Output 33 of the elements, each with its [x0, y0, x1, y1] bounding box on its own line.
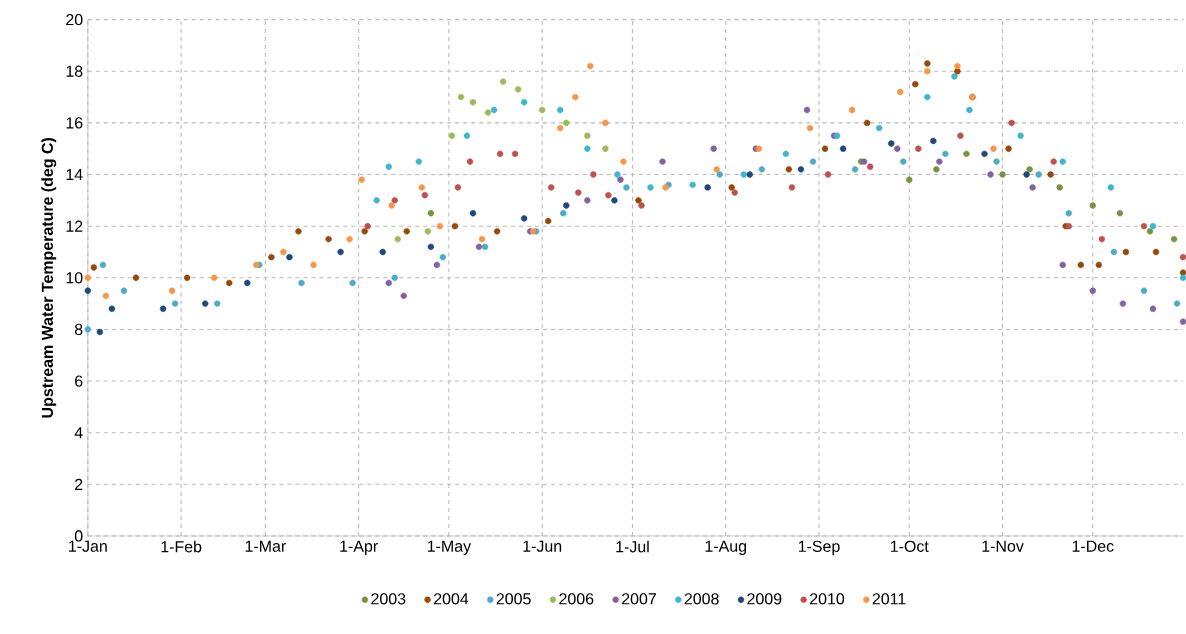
legend-label: 2004: [433, 593, 469, 605]
x-tick-label: 1-Aug: [705, 540, 746, 556]
y-tick-label: 2: [75, 478, 83, 491]
y-tick-label: 10: [66, 272, 83, 284]
legend-label: 2009: [747, 593, 782, 605]
y-tick-label: 20: [66, 14, 83, 26]
y-tick-label: 8: [74, 323, 83, 336]
legend-label: 2008: [684, 593, 719, 605]
x-tick-label: 1-Jul: [616, 540, 649, 553]
y-tick-label: 4: [74, 427, 83, 439]
y-tick-label: 0: [74, 530, 83, 542]
y-tick-label: 6: [75, 375, 83, 387]
x-tick-label: 1-Sep: [798, 540, 840, 556]
legend-label: 2011: [872, 593, 906, 605]
legend-label: 2005: [496, 593, 531, 605]
y-tick-label: 12: [66, 220, 83, 232]
legend-label: 2003: [371, 593, 406, 605]
y-axis-title: Upstream Water Temperature (deg C): [41, 138, 57, 418]
x-tick-label: 1-Apr: [340, 540, 378, 556]
y-tick-label: 18: [66, 65, 83, 78]
x-tick-label: 1-May: [427, 540, 472, 556]
legend-label: 2010: [810, 593, 845, 605]
x-tick-label: 1-Mar: [245, 540, 286, 552]
legend-label: 2006: [559, 593, 594, 605]
x-tick-label: 1-Nov: [982, 540, 1024, 552]
y-tick-label: 16: [66, 117, 83, 129]
y-tick-label: 14: [66, 169, 83, 181]
x-tick-label: 1-Feb: [161, 540, 202, 553]
x-tick-label: 1-Jun: [523, 540, 562, 552]
legend-label: 2007: [622, 593, 656, 605]
x-tick-label: 1-Oct: [890, 540, 929, 553]
x-tick-label: 1-Dec: [1072, 540, 1114, 552]
x-tick-label: 1-Jan: [69, 540, 107, 552]
